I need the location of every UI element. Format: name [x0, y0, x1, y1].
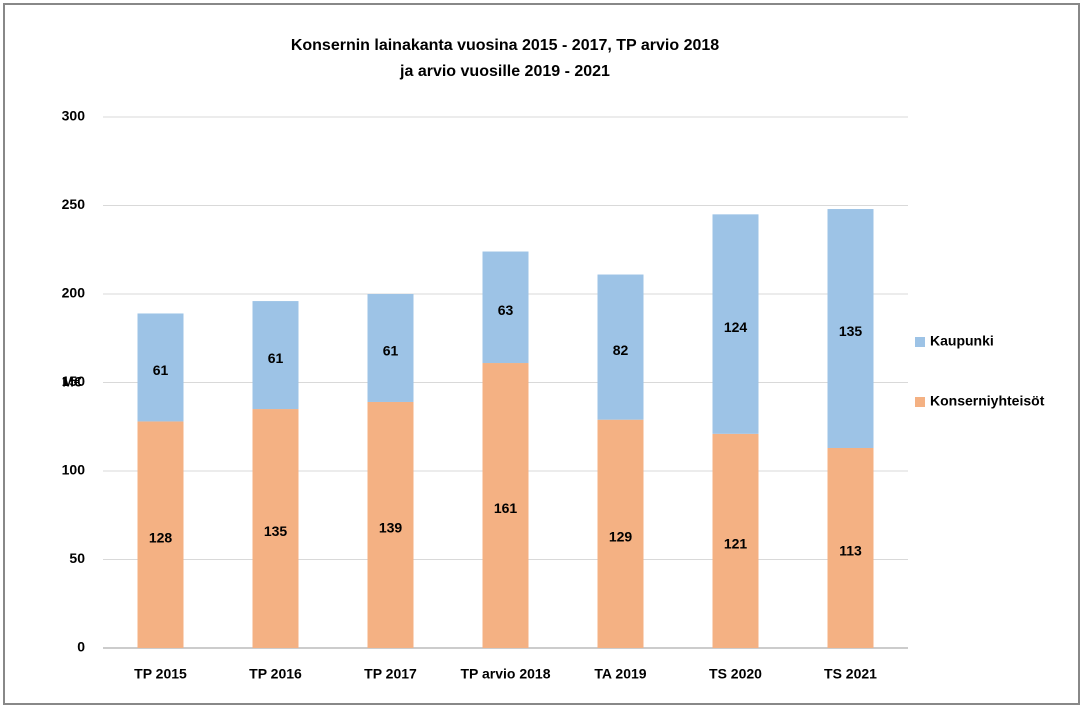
legend-label: Kaupunki	[930, 333, 994, 349]
y-axis-label: M€	[62, 374, 82, 390]
bar-segment	[137, 313, 184, 422]
data-label: 61	[268, 350, 284, 366]
data-label: 82	[613, 342, 629, 358]
bar-segment	[252, 301, 299, 410]
bar-segment	[712, 214, 759, 434]
chart-title: Konsernin lainakanta vuosina 2015 - 2017…	[291, 37, 719, 54]
bar-segment	[367, 294, 414, 402]
data-label: 61	[383, 343, 399, 359]
data-label: 63	[498, 302, 514, 318]
y-tick-label: 250	[62, 196, 86, 212]
bar-segment	[597, 419, 644, 648]
bar-segment	[482, 363, 529, 648]
y-tick-label: 300	[62, 108, 86, 124]
data-label: 139	[379, 520, 403, 536]
data-label: 135	[264, 523, 288, 539]
data-label: 124	[724, 319, 748, 335]
x-tick-label: TS 2020	[709, 666, 762, 682]
bar-segment	[252, 409, 299, 648]
data-label: 161	[494, 500, 518, 516]
x-tick-label: TA 2019	[594, 666, 646, 682]
bar-segment	[367, 401, 414, 648]
legend-swatch	[915, 397, 925, 407]
bar-segment	[137, 421, 184, 648]
legend-swatch	[915, 337, 925, 347]
y-tick-label: 0	[77, 639, 85, 655]
x-tick-label: TP 2017	[364, 666, 417, 682]
chart-title: ja arvio vuosille 2019 - 2021	[399, 63, 610, 80]
legend-label: Konserniyhteisöt	[930, 393, 1045, 409]
y-tick-label: 50	[69, 550, 85, 566]
y-tick-label: 200	[62, 285, 86, 301]
bar-segment	[482, 251, 529, 364]
x-tick-label: TS 2021	[824, 666, 877, 682]
data-label: 61	[153, 362, 169, 378]
data-label: 135	[839, 323, 863, 339]
data-label: 128	[149, 529, 173, 545]
data-label: 121	[724, 536, 748, 552]
y-tick-label: 150	[62, 373, 86, 389]
bar-segment	[827, 209, 874, 448]
x-tick-label: TP 2015	[134, 666, 187, 682]
x-tick-label: TP arvio 2018	[460, 666, 550, 682]
bar-segment	[597, 274, 644, 420]
data-label: 113	[839, 543, 862, 559]
x-tick-label: TP 2016	[249, 666, 302, 682]
bar-segment	[712, 433, 759, 648]
bar-segment	[827, 447, 874, 648]
data-label: 129	[609, 529, 633, 545]
y-tick-label: 100	[62, 462, 86, 478]
